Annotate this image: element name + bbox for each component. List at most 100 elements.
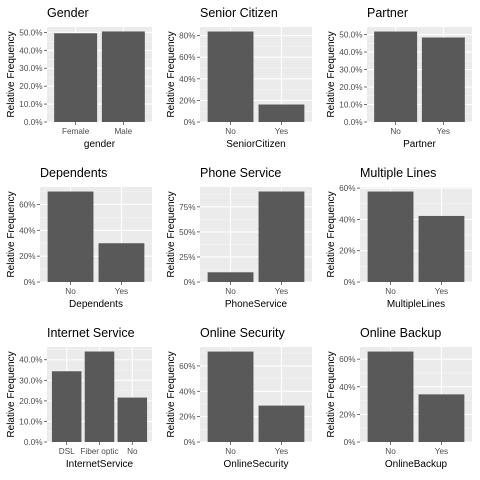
x-tick-label: Yes xyxy=(435,447,448,456)
chart-title: Online Security xyxy=(200,326,286,340)
y-tick-label: 40% xyxy=(339,215,355,224)
x-tick-label: No xyxy=(225,127,236,136)
y-tick-label: 40.0% xyxy=(19,46,42,55)
chart-panel: 0% 20% 40% 60% No Yes Online Security OnlineSec… xyxy=(160,320,320,480)
bar xyxy=(258,104,305,122)
x-tick-label: No xyxy=(225,287,236,296)
x-axis-label: OnlineSecurity xyxy=(223,459,288,470)
bar-chart: 0.0% 10.0% 20.0% 30.0% 40.0% DSL Fiber optic No… xyxy=(6,326,152,470)
y-tick-label: 60% xyxy=(179,53,195,62)
chart-panel: 0% 20% 40% 60% No Yes Online Backup OnlineBacku… xyxy=(320,320,480,480)
chart-title: Phone Service xyxy=(200,166,281,180)
x-tick-label: Yes xyxy=(435,287,448,296)
y-tick-label: 20% xyxy=(19,252,35,261)
x-tick-label: Yes xyxy=(115,287,128,296)
bar xyxy=(367,191,414,282)
bar xyxy=(207,31,254,123)
y-tick-label: 10.0% xyxy=(19,417,42,426)
bar xyxy=(47,191,94,282)
chart-title: Partner xyxy=(367,6,408,20)
x-tick-label: No xyxy=(65,287,76,296)
y-tick-label: 40% xyxy=(179,387,195,396)
y-tick-label: 60% xyxy=(339,184,355,193)
y-tick-label: 20.0% xyxy=(19,82,42,91)
y-axis-label: Relative Frequency xyxy=(166,351,177,437)
bar-chart: 0% 20% 40% 60% No Yes Multiple Lines MultipleLi… xyxy=(326,166,472,310)
x-tick-label: No xyxy=(225,447,236,456)
bar-chart: 0% 20% 40% 60% No Yes Dependents Dependents Rela… xyxy=(6,166,152,310)
y-axis-label: Relative Frequency xyxy=(6,31,17,117)
bar-chart: 0% 25% 50% 75% No Yes Phone Service PhoneServic… xyxy=(166,166,312,310)
chart-title: Internet Service xyxy=(47,326,135,340)
chart-panel: 0.0% 10.0% 20.0% 30.0% 40.0% DSL Fiber optic No… xyxy=(0,320,160,480)
chart-panel: 0% 25% 50% 75% No Yes Phone Service PhoneServic… xyxy=(160,160,320,320)
x-tick-label: No xyxy=(385,287,396,296)
y-tick-label: 40% xyxy=(339,383,355,392)
bar xyxy=(258,405,305,442)
y-tick-label: 30.0% xyxy=(339,66,362,75)
y-axis-label: Relative Frequency xyxy=(166,31,177,117)
y-tick-label: 40% xyxy=(179,75,195,84)
y-axis-label: Relative Frequency xyxy=(6,351,17,437)
y-tick-label: 20% xyxy=(179,96,195,105)
y-tick-label: 50.0% xyxy=(339,31,362,40)
bar xyxy=(101,31,145,122)
y-axis-label: Relative Frequency xyxy=(326,191,337,277)
bar xyxy=(367,351,414,442)
bar xyxy=(374,31,418,122)
y-tick-label: 20% xyxy=(339,410,355,419)
y-tick-label: 0.0% xyxy=(24,118,43,127)
x-tick-label: Yes xyxy=(275,447,288,456)
x-axis-label: PhoneService xyxy=(225,299,288,310)
y-tick-label: 60% xyxy=(339,355,355,364)
bar xyxy=(421,37,465,122)
y-tick-label: 10.0% xyxy=(339,101,362,110)
chart-panel: 0.0% 10.0% 20.0% 30.0% 40.0% 50.0% No Yes Partne… xyxy=(320,0,480,160)
y-tick-label: 10.0% xyxy=(19,100,42,109)
chart-title: Senior Citizen xyxy=(200,6,278,20)
x-axis-label: gender xyxy=(84,139,116,150)
y-axis-label: Relative Frequency xyxy=(6,191,17,277)
x-tick-label: Yes xyxy=(275,127,288,136)
x-tick-label: Yes xyxy=(275,287,288,296)
x-tick-label: Female xyxy=(62,127,90,136)
y-tick-label: 20.0% xyxy=(19,397,42,406)
y-tick-label: 50% xyxy=(179,228,195,237)
y-tick-label: 30.0% xyxy=(19,376,42,385)
chart-panel: 0% 20% 40% 60% 80% No Yes Senior Citizen SeniorC… xyxy=(160,0,320,160)
bar-chart: 0% 20% 40% 60% 80% No Yes Senior Citizen SeniorC… xyxy=(166,6,312,150)
x-tick-label: No xyxy=(127,447,138,456)
y-tick-label: 40% xyxy=(19,226,35,235)
bar xyxy=(51,371,82,442)
x-axis-label: MultipleLines xyxy=(387,299,445,310)
bar xyxy=(258,191,305,282)
y-tick-label: 50.0% xyxy=(19,28,42,37)
y-tick-label: 20% xyxy=(339,247,355,256)
bar xyxy=(84,351,115,442)
y-tick-label: 60% xyxy=(19,200,35,209)
x-axis-label: SeniorCitizen xyxy=(226,139,285,150)
y-tick-label: 30.0% xyxy=(19,64,42,73)
bar xyxy=(207,351,254,442)
bar-chart: 0% 20% 40% 60% No Yes Online Backup OnlineBacku… xyxy=(326,326,472,470)
y-tick-label: 60% xyxy=(179,362,195,371)
y-tick-label: 0% xyxy=(24,278,36,287)
x-axis-label: Dependents xyxy=(69,299,123,310)
x-tick-label: No xyxy=(385,447,396,456)
y-tick-label: 20.0% xyxy=(339,83,362,92)
chart-title: Multiple Lines xyxy=(360,166,436,180)
y-tick-label: 40.0% xyxy=(339,48,362,57)
x-axis-label: OnlineBackup xyxy=(385,459,448,470)
bar-chart: 0.0%10.0%20.0%30.0%40.0%50.0%No YesPartne… xyxy=(326,6,472,150)
y-tick-label: 0% xyxy=(344,438,356,447)
x-tick-label: Yes xyxy=(437,127,450,136)
bar xyxy=(207,272,254,282)
bar xyxy=(117,397,148,442)
y-tick-label: 0% xyxy=(184,118,196,127)
y-axis-label: Relative Frequency xyxy=(326,31,337,117)
x-axis-label: InternetService xyxy=(66,459,134,470)
y-tick-label: 0% xyxy=(344,278,356,287)
x-tick-label: Male xyxy=(114,127,132,136)
chart-panel: 0% 20% 40% 60% No Yes Multiple Lines MultipleLi… xyxy=(320,160,480,320)
